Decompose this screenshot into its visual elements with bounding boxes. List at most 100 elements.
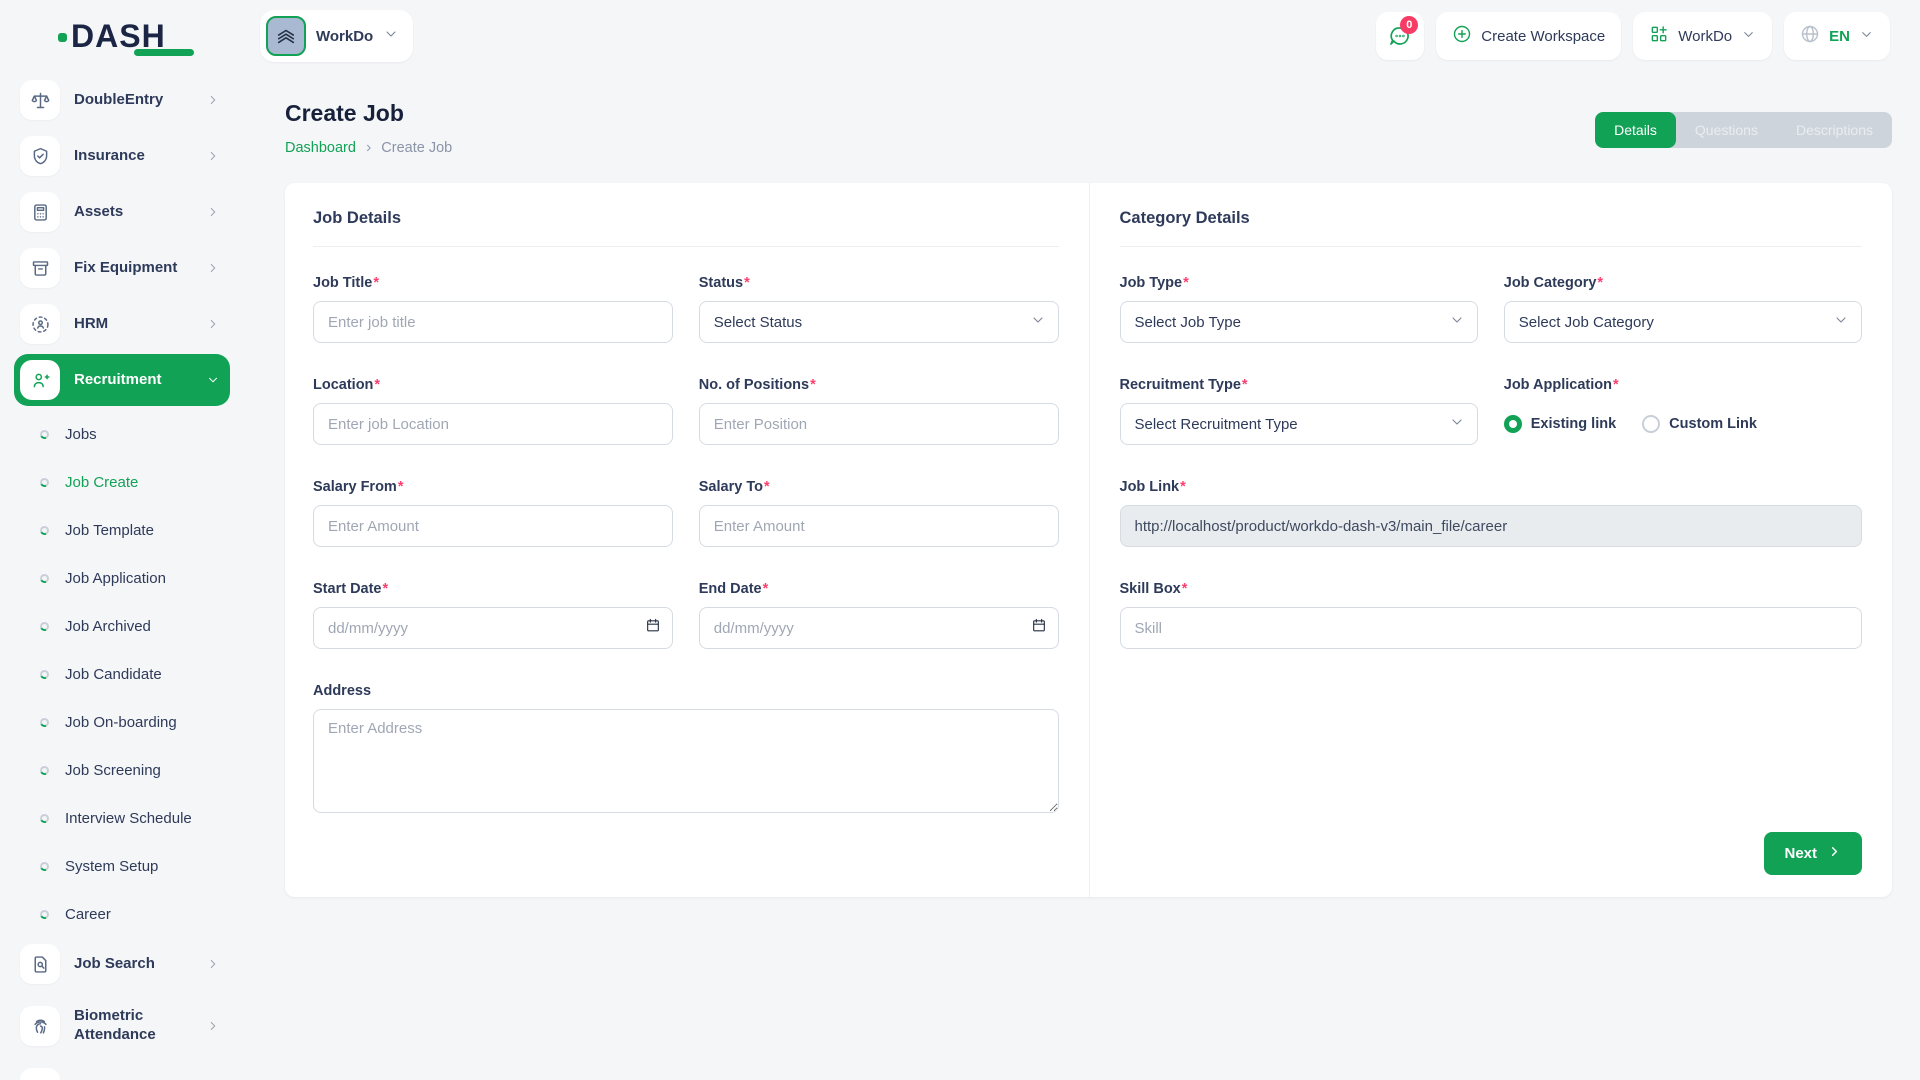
sidebar-subitem-job-template[interactable]: Job Template [14, 506, 230, 554]
job-title-input[interactable] [313, 301, 673, 343]
sidebar-subitem-job-archived[interactable]: Job Archived [14, 602, 230, 650]
positions-input[interactable] [699, 403, 1059, 445]
bullet-icon [39, 668, 51, 680]
page-header: Create Job Dashboard › Create Job Detail… [285, 96, 1892, 157]
bullet-icon [39, 716, 51, 728]
archive-box-icon [20, 248, 60, 288]
sidebar-item-hrm[interactable]: HRM [14, 298, 230, 350]
radio-custom-link[interactable]: Custom Link [1642, 415, 1757, 433]
sidebar-subitem-jobs[interactable]: Jobs [14, 410, 230, 458]
status-select[interactable]: Select Status [699, 301, 1059, 343]
skill-box-label: Skill Box* [1120, 581, 1863, 597]
chevron-right-icon [206, 205, 220, 219]
sidebar-item-procurement[interactable]: Procurement [14, 1062, 230, 1080]
sidebar-item-fix-equipment[interactable]: Fix Equipment [14, 242, 230, 294]
salary-to-label: Salary To* [699, 479, 1059, 495]
job-details-section: Job Details Job Title* Status* Select St… [285, 183, 1089, 897]
skill-input[interactable] [1120, 607, 1863, 649]
chevron-down-icon [1030, 312, 1046, 332]
fingerprint-icon [20, 1006, 60, 1046]
job-application-radio-group: Existing link Custom Link [1504, 403, 1862, 445]
create-workspace-button[interactable]: Create Workspace [1436, 12, 1621, 60]
sidebar-subitem-job-screening[interactable]: Job Screening [14, 746, 230, 794]
bullet-icon [39, 524, 51, 536]
job-type-select[interactable]: Select Job Type [1120, 301, 1478, 343]
chevron-right-icon [206, 149, 220, 163]
end-date-label: End Date* [699, 581, 1059, 597]
brand-logo[interactable]: DASH [58, 18, 208, 55]
app-menu-dropdown[interactable]: WorkDo [1633, 12, 1772, 60]
step-tabs: Details Questions Descriptions [1595, 112, 1892, 148]
chevron-down-icon [1741, 27, 1756, 46]
required-mark: * [374, 377, 380, 393]
tab-details[interactable]: Details [1595, 112, 1676, 148]
sidebar-item-insurance[interactable]: Insurance [14, 130, 230, 182]
required-mark: * [744, 275, 750, 291]
job-link-field-group: Job Link* [1120, 479, 1863, 547]
end-date-input[interactable] [699, 607, 1059, 649]
sidebar-item-assets[interactable]: Assets [14, 186, 230, 238]
job-link-label: Job Link* [1120, 479, 1863, 495]
workspace-name: WorkDo [316, 28, 373, 45]
chevron-right-icon [206, 1019, 220, 1033]
address-field-group: Address [313, 683, 1059, 818]
recruitment-type-select[interactable]: Select Recruitment Type [1120, 403, 1478, 445]
positions-label: No. of Positions* [699, 377, 1059, 393]
required-mark: * [764, 479, 770, 495]
tab-descriptions[interactable]: Descriptions [1777, 112, 1892, 148]
language-dropdown[interactable]: EN [1784, 12, 1890, 60]
sidebar-subitem-job-create[interactable]: Job Create [14, 458, 230, 506]
calendar-icon[interactable] [645, 618, 661, 639]
workspace-icon [266, 16, 306, 56]
chevron-right-icon [206, 957, 220, 971]
bullet-icon [39, 908, 51, 920]
tab-questions[interactable]: Questions [1676, 112, 1777, 148]
app-menu-label: WorkDo [1678, 28, 1732, 45]
language-code: EN [1829, 28, 1850, 45]
recruitment-type-label: Recruitment Type* [1120, 377, 1478, 393]
job-title-field-group: Job Title* [313, 275, 673, 343]
start-date-input[interactable] [313, 607, 673, 649]
category-details-title: Category Details [1120, 209, 1863, 247]
next-button[interactable]: Next [1764, 832, 1862, 875]
messages-button[interactable]: 0 [1376, 12, 1424, 60]
breadcrumb-separator: › [366, 139, 371, 157]
sidebar-item-doubleentry[interactable]: DoubleEntry [14, 74, 230, 126]
location-label: Location* [313, 377, 673, 393]
sidebar-subitem-career[interactable]: Career [14, 890, 230, 938]
chevron-down-icon [206, 373, 220, 387]
radio-existing-link[interactable]: Existing link [1504, 415, 1616, 433]
bullet-icon [39, 764, 51, 776]
salary-from-input[interactable] [313, 505, 673, 547]
hrm-person-icon [20, 304, 60, 344]
document-search-icon [20, 944, 60, 984]
shield-check-icon [20, 136, 60, 176]
create-job-card: Job Details Job Title* Status* Select St… [285, 183, 1892, 897]
sidebar-subitem-system-setup[interactable]: System Setup [14, 842, 230, 890]
job-category-select[interactable]: Select Job Category [1504, 301, 1862, 343]
location-input[interactable] [313, 403, 673, 445]
breadcrumb-dashboard-link[interactable]: Dashboard [285, 140, 356, 156]
sidebar-item-recruitment[interactable]: Recruitment [14, 354, 230, 406]
chevron-down-icon [1833, 312, 1849, 332]
salary-to-field-group: Salary To* [699, 479, 1059, 547]
calendar-icon[interactable] [1031, 618, 1047, 639]
job-category-label: Job Category* [1504, 275, 1862, 291]
sidebar-subitem-job-application[interactable]: Job Application [14, 554, 230, 602]
bullet-icon [39, 620, 51, 632]
workspace-switcher[interactable]: WorkDo [260, 10, 413, 62]
sidebar-subitem-interview-schedule[interactable]: Interview Schedule [14, 794, 230, 842]
salary-to-input[interactable] [699, 505, 1059, 547]
chevron-down-icon [1449, 312, 1465, 332]
bullet-icon [39, 476, 51, 488]
person-plus-icon [20, 360, 60, 400]
sidebar-item-job-search[interactable]: Job Search [14, 938, 230, 990]
sidebar-item-biometric-attendance[interactable]: Biometric Attendance [14, 994, 230, 1058]
address-textarea[interactable] [313, 709, 1059, 813]
sidebar-subitem-job-onboarding[interactable]: Job On-boarding [14, 698, 230, 746]
required-mark: * [398, 479, 404, 495]
top-header: DASH WorkDo 0 Create Workspace [0, 0, 1920, 72]
sidebar-subitem-job-candidate[interactable]: Job Candidate [14, 650, 230, 698]
chevron-right-icon [1827, 844, 1842, 863]
scale-icon [20, 80, 60, 120]
